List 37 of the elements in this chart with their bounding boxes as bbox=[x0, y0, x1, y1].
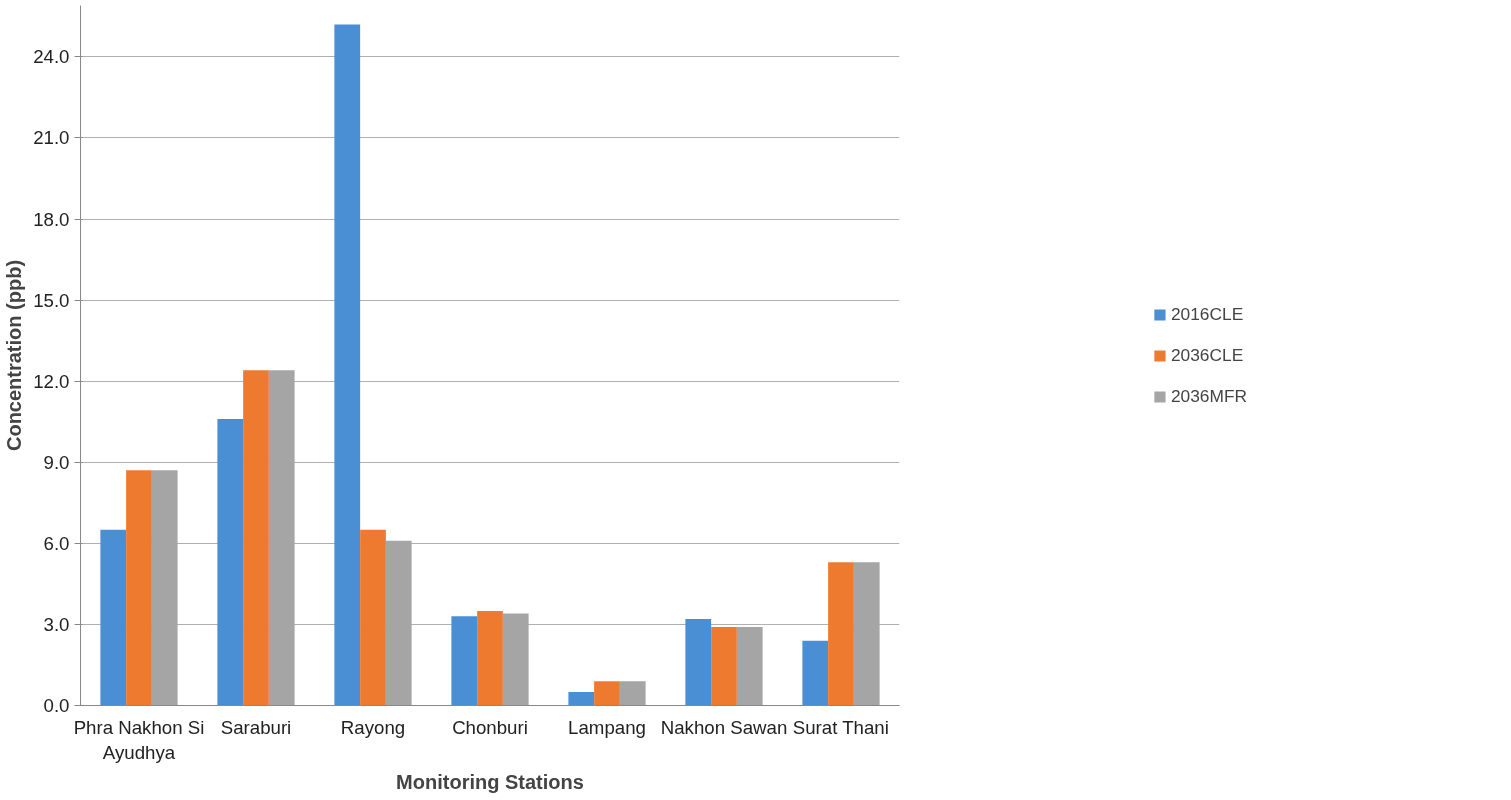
bar bbox=[685, 619, 712, 706]
x-tick-label: Nakhon Sawan bbox=[660, 716, 788, 738]
bar bbox=[594, 681, 620, 706]
x-tick-label: Saraburi bbox=[220, 716, 292, 738]
x-axis-title: Monitoring Stations bbox=[396, 770, 584, 793]
x-tick-label: Rayong bbox=[340, 716, 406, 738]
y-tick-label: 18.0 bbox=[33, 208, 70, 230]
bar bbox=[360, 529, 386, 706]
y-tick-label: 24.0 bbox=[33, 46, 70, 68]
bar bbox=[477, 610, 503, 706]
bar bbox=[828, 562, 854, 706]
x-tick-label: Phra Nakhon Si Ayudhya bbox=[73, 716, 205, 763]
legend-label: 2036CLE bbox=[1170, 344, 1244, 366]
bar bbox=[451, 616, 478, 706]
bar bbox=[243, 370, 269, 706]
y-tick-label: 9.0 bbox=[43, 451, 70, 473]
bar bbox=[126, 470, 152, 706]
bar bbox=[802, 640, 829, 706]
legend-label: 2036MFR bbox=[1170, 385, 1248, 407]
legend-label: 2016CLE bbox=[1170, 303, 1244, 325]
y-tick-label: 12.0 bbox=[33, 370, 70, 392]
y-tick-label: 3.0 bbox=[43, 613, 70, 635]
bar bbox=[568, 691, 595, 706]
bar bbox=[619, 681, 646, 706]
x-tick-label: Surat Thani bbox=[792, 716, 889, 738]
y-tick-label: 6.0 bbox=[43, 532, 70, 554]
y-tick-label: 21.0 bbox=[33, 127, 70, 149]
bar bbox=[736, 627, 763, 706]
x-tick-label: Chonburi bbox=[452, 716, 528, 738]
bar bbox=[334, 24, 361, 706]
bar bbox=[100, 529, 127, 706]
y-tick-label: 15.0 bbox=[33, 289, 70, 311]
x-tick-label: Lampang bbox=[568, 716, 646, 738]
bar bbox=[711, 627, 737, 706]
y-axis-title: Concentration (ppb) bbox=[3, 259, 26, 452]
bar bbox=[217, 419, 244, 706]
y-tick-label: 0.0 bbox=[43, 695, 70, 716]
